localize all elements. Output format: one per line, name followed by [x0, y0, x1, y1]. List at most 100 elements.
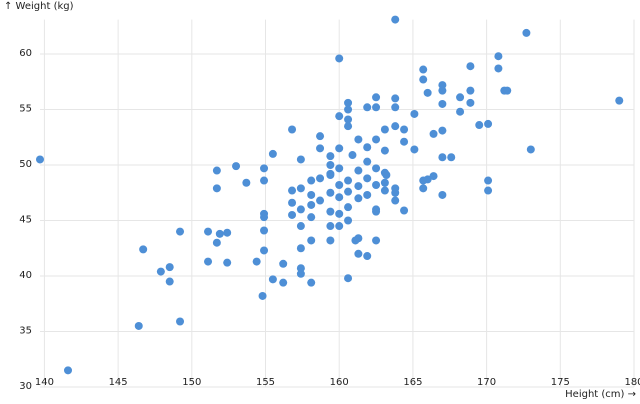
point — [400, 125, 409, 134]
point — [380, 186, 389, 195]
point — [363, 252, 372, 261]
point — [363, 103, 372, 112]
point — [410, 145, 419, 154]
point — [429, 172, 438, 181]
point — [348, 151, 357, 160]
point — [176, 227, 185, 236]
point — [296, 184, 305, 193]
point — [475, 121, 484, 130]
x-tick-label: 180 — [624, 377, 640, 388]
point — [268, 275, 277, 284]
point — [484, 119, 493, 128]
point — [223, 258, 232, 267]
point — [438, 99, 447, 108]
point — [176, 317, 185, 326]
point — [139, 245, 148, 254]
point — [296, 269, 305, 278]
point — [316, 196, 325, 205]
point — [456, 93, 465, 102]
point — [615, 96, 624, 105]
x-tick-label: 145 — [109, 377, 128, 388]
point — [288, 125, 297, 134]
point — [326, 207, 335, 216]
point — [260, 213, 269, 222]
point — [134, 321, 143, 330]
x-tick-label: 140 — [35, 377, 54, 388]
point — [522, 28, 531, 37]
point — [410, 109, 419, 118]
point — [335, 112, 344, 121]
point — [372, 236, 381, 245]
point — [363, 190, 372, 199]
point — [252, 257, 261, 266]
point — [232, 162, 241, 171]
point — [307, 278, 316, 287]
y-tick-label: 50 — [19, 159, 32, 170]
point — [372, 103, 381, 112]
point — [307, 200, 316, 209]
point — [296, 222, 305, 231]
point — [344, 115, 353, 124]
point — [258, 291, 267, 300]
point — [335, 54, 344, 63]
point — [307, 176, 316, 185]
point — [335, 180, 344, 189]
point — [372, 207, 381, 216]
point — [484, 176, 493, 185]
point — [260, 226, 269, 235]
point — [494, 52, 503, 61]
point — [354, 249, 363, 258]
point — [484, 186, 493, 195]
x-tick-label: 170 — [477, 377, 496, 388]
point — [344, 203, 353, 212]
point — [204, 257, 213, 266]
y-tick-label: 30 — [19, 381, 32, 392]
point — [494, 64, 503, 73]
point — [391, 15, 400, 24]
y-tick-label: 60 — [19, 48, 32, 59]
point — [363, 157, 372, 166]
x-axis-label: Height (cm) → — [565, 389, 636, 400]
point — [423, 88, 432, 97]
y-tick-label: 35 — [19, 326, 32, 337]
point — [156, 267, 165, 276]
point — [526, 145, 535, 154]
point — [307, 213, 316, 222]
point — [372, 135, 381, 144]
point — [296, 244, 305, 253]
point — [419, 65, 428, 74]
point — [335, 209, 344, 218]
point — [400, 137, 409, 146]
point — [391, 103, 400, 112]
point — [335, 193, 344, 202]
point — [212, 166, 221, 175]
point — [316, 144, 325, 153]
point — [316, 174, 325, 183]
point — [344, 216, 353, 225]
point — [447, 153, 456, 162]
point — [326, 188, 335, 197]
point — [466, 86, 475, 95]
point — [223, 228, 232, 237]
point — [64, 366, 73, 375]
point — [326, 161, 335, 170]
point — [344, 98, 353, 107]
point — [335, 222, 344, 231]
point — [296, 155, 305, 164]
x-tick-label: 150 — [182, 377, 201, 388]
point — [372, 180, 381, 189]
point — [391, 122, 400, 131]
point — [326, 152, 335, 161]
point — [335, 164, 344, 173]
point — [419, 75, 428, 84]
point — [466, 98, 475, 107]
y-tick-label: 40 — [19, 270, 32, 281]
point — [335, 144, 344, 153]
point — [419, 184, 428, 193]
point — [296, 205, 305, 214]
y-axis-label: ↑ Weight (kg) — [4, 1, 74, 12]
point — [380, 178, 389, 187]
point — [212, 238, 221, 247]
point — [260, 176, 269, 185]
